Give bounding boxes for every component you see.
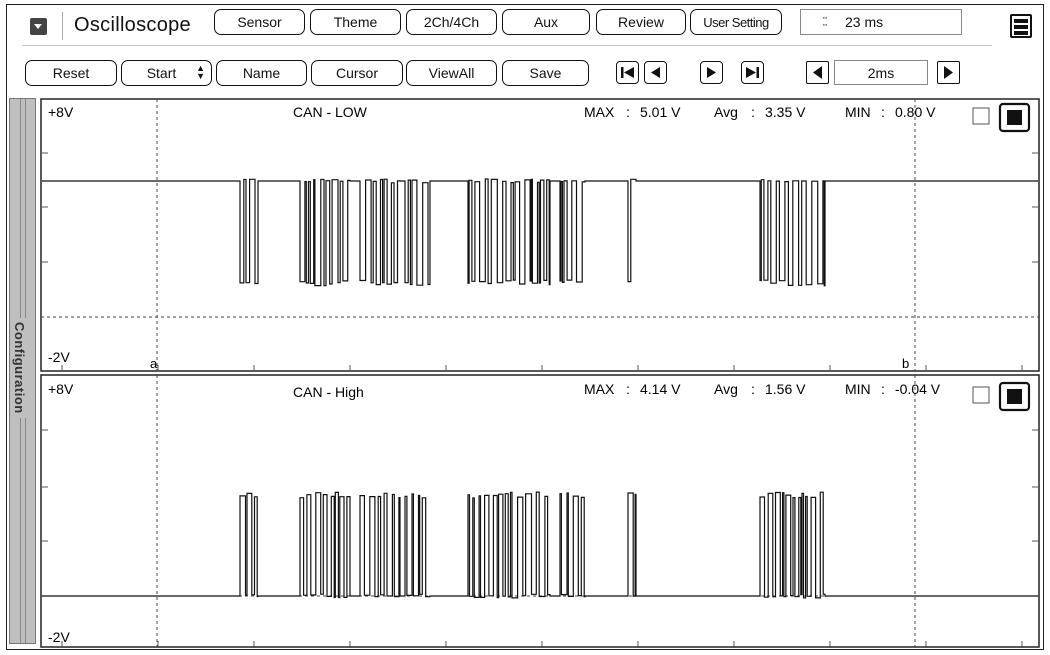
svg-text::: : <box>626 104 630 120</box>
triangle-right-icon <box>944 66 953 79</box>
triangle-left-icon <box>813 66 822 79</box>
cursor-a-label: a <box>150 356 158 371</box>
oscilloscope-window <box>6 4 1044 650</box>
timer-value: 23 ms <box>845 14 884 30</box>
ymax-label: +8V <box>48 104 74 120</box>
review-button[interactable]: Review <box>596 9 686 35</box>
waveform-can-low <box>42 178 1038 287</box>
channel-name: CAN - LOW <box>293 104 368 120</box>
header-divider <box>22 45 992 46</box>
viewall-button[interactable]: ViewAll <box>406 60 497 86</box>
svg-text::: : <box>751 104 755 120</box>
cursor-b-label: b <box>902 356 909 371</box>
min-label: MIN <box>845 104 871 120</box>
time-per-div: 2ms <box>834 60 928 85</box>
dropdown-icon[interactable] <box>30 18 47 35</box>
skip-first-icon <box>621 67 634 78</box>
step-back-button[interactable] <box>644 61 667 84</box>
clock-icon: ▪▪ ▪▪ <box>822 15 828 29</box>
svg-text::: : <box>751 381 755 397</box>
avg-value: 3.35 V <box>765 104 806 120</box>
channel-panel-can-low: +8V -2V a b CAN - LOW MAX : 5.01 V Avg :… <box>40 98 1040 372</box>
min-value: 0.80 V <box>895 104 936 120</box>
sensor-button[interactable]: Sensor <box>214 9 305 35</box>
channel-panel-can-high: +8V -2V CAN - High MAX : 4.14 V Avg : 1.… <box>40 374 1040 648</box>
avg-value: 1.56 V <box>765 381 806 397</box>
app-title: Oscilloscope <box>74 14 191 36</box>
timer-display: ▪▪ ▪▪ 23 ms <box>800 9 962 35</box>
cursor-button[interactable]: Cursor <box>311 60 403 86</box>
channel-checkbox[interactable] <box>972 107 990 125</box>
svg-text::: : <box>881 381 885 397</box>
step-forward-button[interactable] <box>700 61 723 84</box>
menu-icon[interactable] <box>1010 14 1032 38</box>
name-button[interactable]: Name <box>216 60 307 86</box>
channel-checkbox[interactable] <box>972 386 990 404</box>
channel-mode-button[interactable]: 2Ch/4Ch <box>406 9 497 35</box>
svg-text::: : <box>626 381 630 397</box>
max-label: MAX <box>584 381 615 397</box>
min-label: MIN <box>845 381 871 397</box>
maximize-icon[interactable] <box>998 102 1031 133</box>
skip-last-icon <box>746 67 759 78</box>
step-forward-icon <box>707 67 716 78</box>
max-label: MAX <box>584 104 615 120</box>
channel-name: CAN - High <box>293 384 364 400</box>
start-select[interactable]: Start ▲ ▼ <box>121 60 212 86</box>
step-back-icon <box>651 67 660 78</box>
aux-button[interactable]: Aux <box>502 9 590 35</box>
title-divider <box>62 12 63 40</box>
ymin-label: -2V <box>48 349 70 365</box>
save-button[interactable]: Save <box>502 60 589 86</box>
skip-last-button[interactable] <box>741 61 764 84</box>
skip-first-button[interactable] <box>616 61 639 84</box>
reset-button[interactable]: Reset <box>25 60 117 86</box>
ymax-label: +8V <box>48 381 74 397</box>
decrease-time-button[interactable] <box>806 61 829 84</box>
max-value: 4.14 V <box>640 381 681 397</box>
user-setting-button[interactable]: User Setting <box>690 9 782 35</box>
start-label: Start <box>146 65 177 81</box>
maximize-icon[interactable] <box>998 381 1031 412</box>
min-value: -0.04 V <box>895 381 941 397</box>
theme-button[interactable]: Theme <box>310 9 401 35</box>
avg-label: Avg <box>714 381 738 397</box>
waveform-can-high <box>42 491 1038 599</box>
ymin-label: -2V <box>48 629 70 645</box>
increase-time-button[interactable] <box>937 61 960 84</box>
svg-text::: : <box>881 104 885 120</box>
max-value: 5.01 V <box>640 104 681 120</box>
avg-label: Avg <box>714 104 738 120</box>
up-down-icon: ▲ ▼ <box>196 63 205 81</box>
